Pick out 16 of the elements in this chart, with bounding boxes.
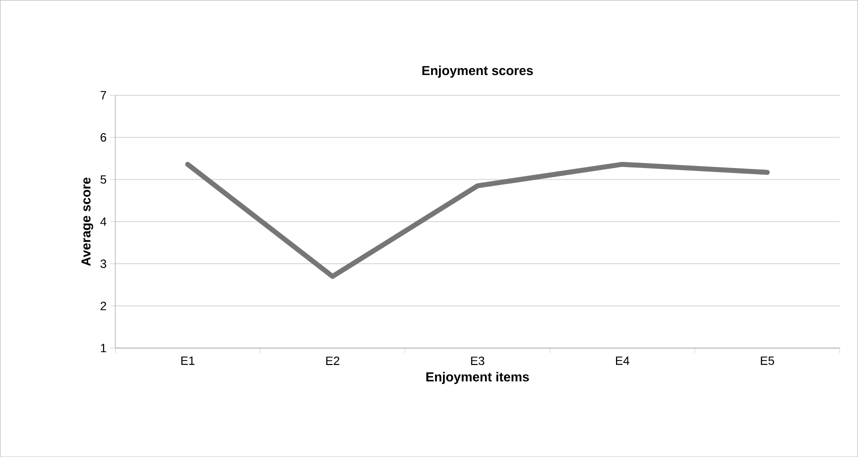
x-tick-label: E4 (616, 356, 630, 365)
x-tick-label: E3 (471, 356, 484, 365)
y-tick-label: 4 (100, 217, 106, 226)
x-tick-label: E1 (181, 356, 194, 365)
y-tick-label: 1 (100, 344, 106, 352)
y-tick-label: 7 (100, 90, 106, 100)
y-tick-label: 3 (100, 259, 106, 268)
x-tick-label: E5 (760, 356, 774, 365)
x-axis-title: Enjoyment items (426, 372, 529, 384)
y-axis-title: Average score (81, 177, 94, 266)
y-tick-label: 2 (100, 302, 106, 310)
chart-title: Enjoyment scores (422, 65, 533, 78)
x-tick-label: E2 (326, 356, 340, 365)
line-series (185, 162, 770, 279)
y-tick-label: 5 (100, 175, 106, 184)
y-tick-label: 6 (100, 133, 106, 142)
